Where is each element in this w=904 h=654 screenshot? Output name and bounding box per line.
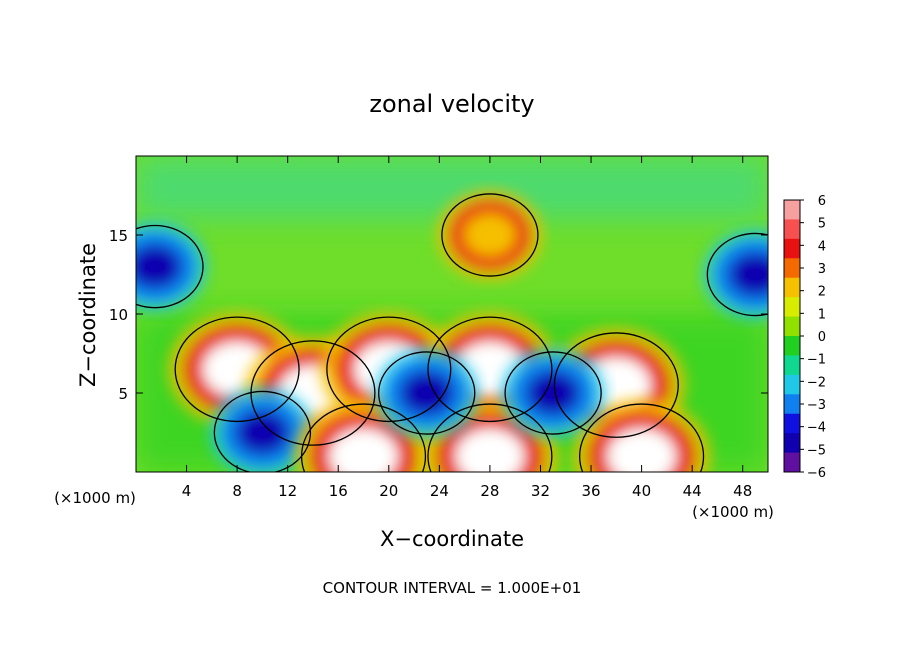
contour-line: [504, 351, 602, 435]
colorbar-tick-label: 2: [818, 285, 826, 300]
colorbar-cell: [784, 219, 800, 240]
colorbar-tick-label: −1: [807, 353, 826, 368]
colorbar-cell: [784, 355, 800, 376]
colorbar-cell: [784, 413, 800, 434]
chart-title: zonal velocity: [369, 90, 534, 118]
colorbar-cell: [784, 316, 800, 337]
colorbar-cell: [784, 433, 800, 454]
x-tick-label: 8: [232, 482, 242, 500]
contour-interval-note: CONTOUR INTERVAL = 1.000E+01: [323, 579, 582, 597]
x-tick-label: 44: [683, 482, 702, 500]
x-unit-left: (×1000 m): [54, 489, 136, 507]
colorbar-cell: [784, 238, 800, 259]
colorbar-tick-label: −6: [807, 466, 826, 481]
x-tick-label: 36: [581, 482, 600, 500]
x-tick-label: 4: [182, 482, 192, 500]
x-unit-right: (×1000 m): [692, 503, 774, 521]
colorbar-tick-label: 5: [818, 217, 826, 232]
field-feature: [702, 229, 768, 320]
contour-lines: [136, 193, 768, 472]
colorbar-cell: [784, 452, 800, 473]
contour-line: [300, 403, 427, 472]
x-tick-label: 24: [430, 482, 449, 500]
colorbar-cell: [784, 277, 800, 298]
colorbar-cell: [784, 297, 800, 318]
y-axis: 5 10 15: [109, 227, 768, 403]
colorbar-tick-label: 6: [818, 194, 826, 209]
x-tick-label: 32: [531, 482, 550, 500]
colorbar-tick-label: 3: [818, 262, 826, 277]
contour-line: [136, 224, 204, 309]
y-axis-label: Z−coordinate: [76, 243, 100, 387]
contour-line: [378, 351, 476, 435]
colorbar-tick-label: −3: [807, 398, 826, 413]
colorbar-cell: [784, 258, 800, 279]
colorbar-tick-label: 0: [818, 330, 826, 345]
x-axis: 4 8 12 16 20 24 28 32 36 40 44 48: [182, 156, 752, 500]
colorbar-tick-label: 1: [818, 307, 826, 322]
colorbar-tick-label: −4: [807, 421, 826, 436]
x-axis-label: X−coordinate: [380, 527, 524, 551]
x-tick-label: 12: [278, 482, 297, 500]
colorbar: 6 5 4 3 2 1 0 −1 −2 −3 −4 −5 −6: [783, 194, 826, 481]
contour-line: [213, 390, 312, 472]
contour-line: [174, 316, 300, 423]
field-feature: [437, 189, 543, 281]
field-feature: [500, 347, 606, 439]
field-feature: [209, 387, 315, 472]
contour-line: [326, 316, 452, 423]
contour-line: [706, 232, 768, 317]
x-tick-label: 48: [733, 482, 752, 500]
x-tick-label: 40: [632, 482, 651, 500]
colorbar-cell: [784, 394, 800, 415]
field-feature: [374, 347, 480, 439]
colorbar-cell: [784, 200, 800, 220]
colorbar-cell: [784, 374, 800, 395]
colorbar-tick-label: −5: [807, 443, 826, 458]
contour-line: [427, 403, 553, 472]
x-tick-label: 20: [379, 482, 398, 500]
contour-line: [427, 316, 553, 423]
field-feature: [136, 221, 208, 312]
y-tick-label: 10: [109, 306, 128, 324]
colorbar-tick-label: 4: [818, 239, 826, 254]
x-tick-label: 16: [329, 482, 348, 500]
x-tick-label: 28: [480, 482, 499, 500]
y-tick-label: 5: [118, 385, 128, 403]
heatmap-field: [136, 156, 768, 472]
colorbar-tick-label: −2: [807, 375, 826, 390]
contour-line: [441, 193, 539, 277]
contour-line: [553, 332, 679, 438]
field-feature: [294, 398, 433, 472]
colorbar-cell: [784, 336, 800, 356]
contour-line: [579, 403, 705, 472]
field-feature: [572, 398, 711, 472]
y-tick-label: 15: [109, 227, 128, 245]
